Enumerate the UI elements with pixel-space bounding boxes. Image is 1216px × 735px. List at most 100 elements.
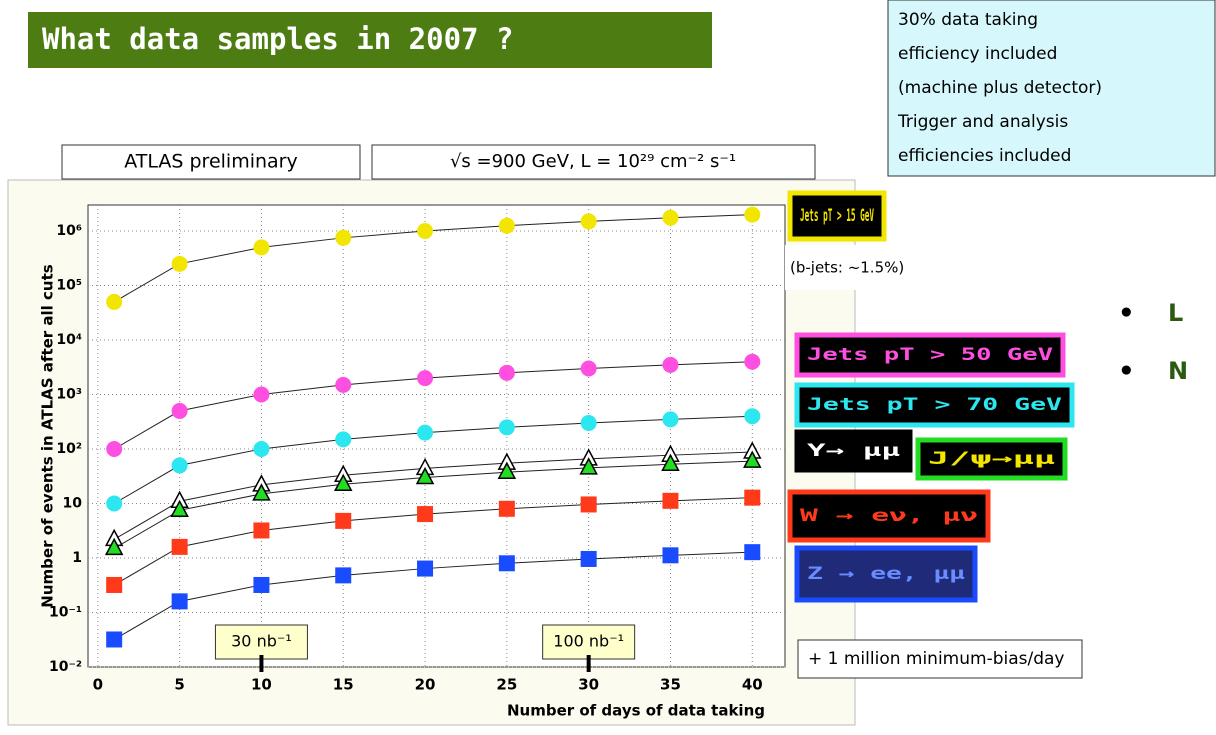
legend-label: J/ψ→μμ (928, 449, 1055, 469)
annotation-box (214, 624, 308, 660)
point (335, 376, 352, 393)
note-box (797, 639, 1083, 679)
point (417, 223, 434, 240)
point (662, 209, 679, 226)
x-axis-label: Number of days of data taking (507, 702, 765, 720)
info-line: (machine plus detector) (898, 78, 1102, 98)
label-box (61, 144, 361, 180)
title: What data samples in 2007 ? (42, 22, 513, 56)
point (333, 473, 353, 492)
y-tick-label: 1 (72, 550, 82, 566)
title-box (28, 12, 712, 68)
label-box (371, 144, 816, 180)
point (498, 500, 515, 517)
point (171, 593, 188, 610)
info-box (887, 0, 1216, 177)
point (661, 453, 680, 472)
legend-box (794, 332, 1066, 378)
point (106, 631, 123, 648)
x-tick-label: 15 (333, 676, 354, 694)
legend-box (794, 429, 913, 473)
x-tick-label: 40 (742, 676, 763, 694)
point (743, 450, 762, 468)
point (498, 364, 515, 381)
point (106, 495, 123, 512)
experiment-label: ATLAS preliminary (124, 151, 297, 173)
info-line: efficiencies included (898, 146, 1071, 166)
legend-box (794, 382, 1075, 428)
point (335, 512, 352, 529)
point (106, 441, 123, 458)
point (744, 206, 761, 223)
y-tick-label: 10⁻¹ (49, 605, 82, 621)
point (417, 560, 434, 577)
point (253, 386, 270, 403)
y-tick-label: 10 (63, 496, 83, 512)
legend-label: Jets pT > 50 GeV (807, 345, 1053, 365)
point (580, 360, 597, 377)
info-line: Trigger and analysis (897, 112, 1068, 132)
point (662, 547, 679, 564)
x-tick-label: 30 (578, 676, 599, 694)
point (580, 414, 597, 431)
point (498, 419, 515, 436)
point (417, 424, 434, 441)
y-tick-label: 10⁶ (56, 223, 82, 239)
annotation: 100 nb⁻¹ (553, 632, 624, 651)
info-line: 30% data taking (898, 10, 1038, 30)
legend-label: W → eν, μν (800, 506, 978, 526)
legend-box (787, 489, 991, 543)
minbias-note: + 1 million minimum-bias/day (808, 649, 1065, 669)
x-tick-label: 35 (660, 676, 681, 694)
conditions-label: √s =900 GeV, L = 10²⁹ cm⁻² s⁻¹ (450, 151, 736, 172)
note-box (785, 245, 888, 290)
point (106, 576, 123, 593)
point (253, 522, 270, 539)
point (106, 293, 123, 310)
bullet: • (1118, 299, 1135, 329)
point (417, 370, 434, 387)
y-tick-label: 10³ (56, 387, 82, 403)
point (417, 506, 434, 523)
legend-box (794, 545, 978, 603)
point (335, 229, 352, 246)
point (104, 537, 124, 556)
info: 30% data taking efficiency included (machi… (897, 10, 1102, 166)
y-tick-label: 10⁻² (49, 659, 82, 675)
x-tick-label: 0 (93, 676, 103, 694)
point (744, 408, 761, 425)
point (662, 492, 679, 509)
legend-box (787, 190, 887, 242)
bjets-label: (b-jets: ~1.5%) (790, 259, 904, 277)
point (662, 411, 679, 428)
x-tick-label: 25 (496, 676, 517, 694)
x-tick-label: 10 (251, 676, 272, 694)
point (498, 217, 515, 234)
point (580, 213, 597, 230)
legend-label: Z → ee, μμ (807, 564, 965, 584)
legend-label: Jets pT > 15 GeV (800, 206, 874, 226)
legend-label: Υ→ μμ (807, 441, 900, 461)
point (171, 457, 188, 474)
point (580, 550, 597, 567)
info-line: efficiency included (898, 44, 1057, 64)
point (253, 576, 270, 593)
point (579, 457, 598, 475)
legend-label: Jets pT > 70 GeV (807, 395, 1062, 415)
point (580, 496, 597, 513)
point (498, 555, 515, 572)
point (744, 353, 761, 370)
y-tick-label: 10⁴ (56, 332, 82, 348)
y-axis-label: Number of events in ATLAS after all cuts (39, 264, 57, 607)
bullet-text: L (1168, 299, 1183, 327)
bullet-text: N (1168, 357, 1188, 385)
bullet: • (1118, 357, 1135, 387)
point (171, 255, 188, 272)
point (253, 441, 270, 458)
plot-area (87, 204, 786, 668)
point (253, 239, 270, 256)
point (335, 567, 352, 584)
y-tick-label: 10⁵ (56, 278, 82, 294)
point (171, 402, 188, 419)
